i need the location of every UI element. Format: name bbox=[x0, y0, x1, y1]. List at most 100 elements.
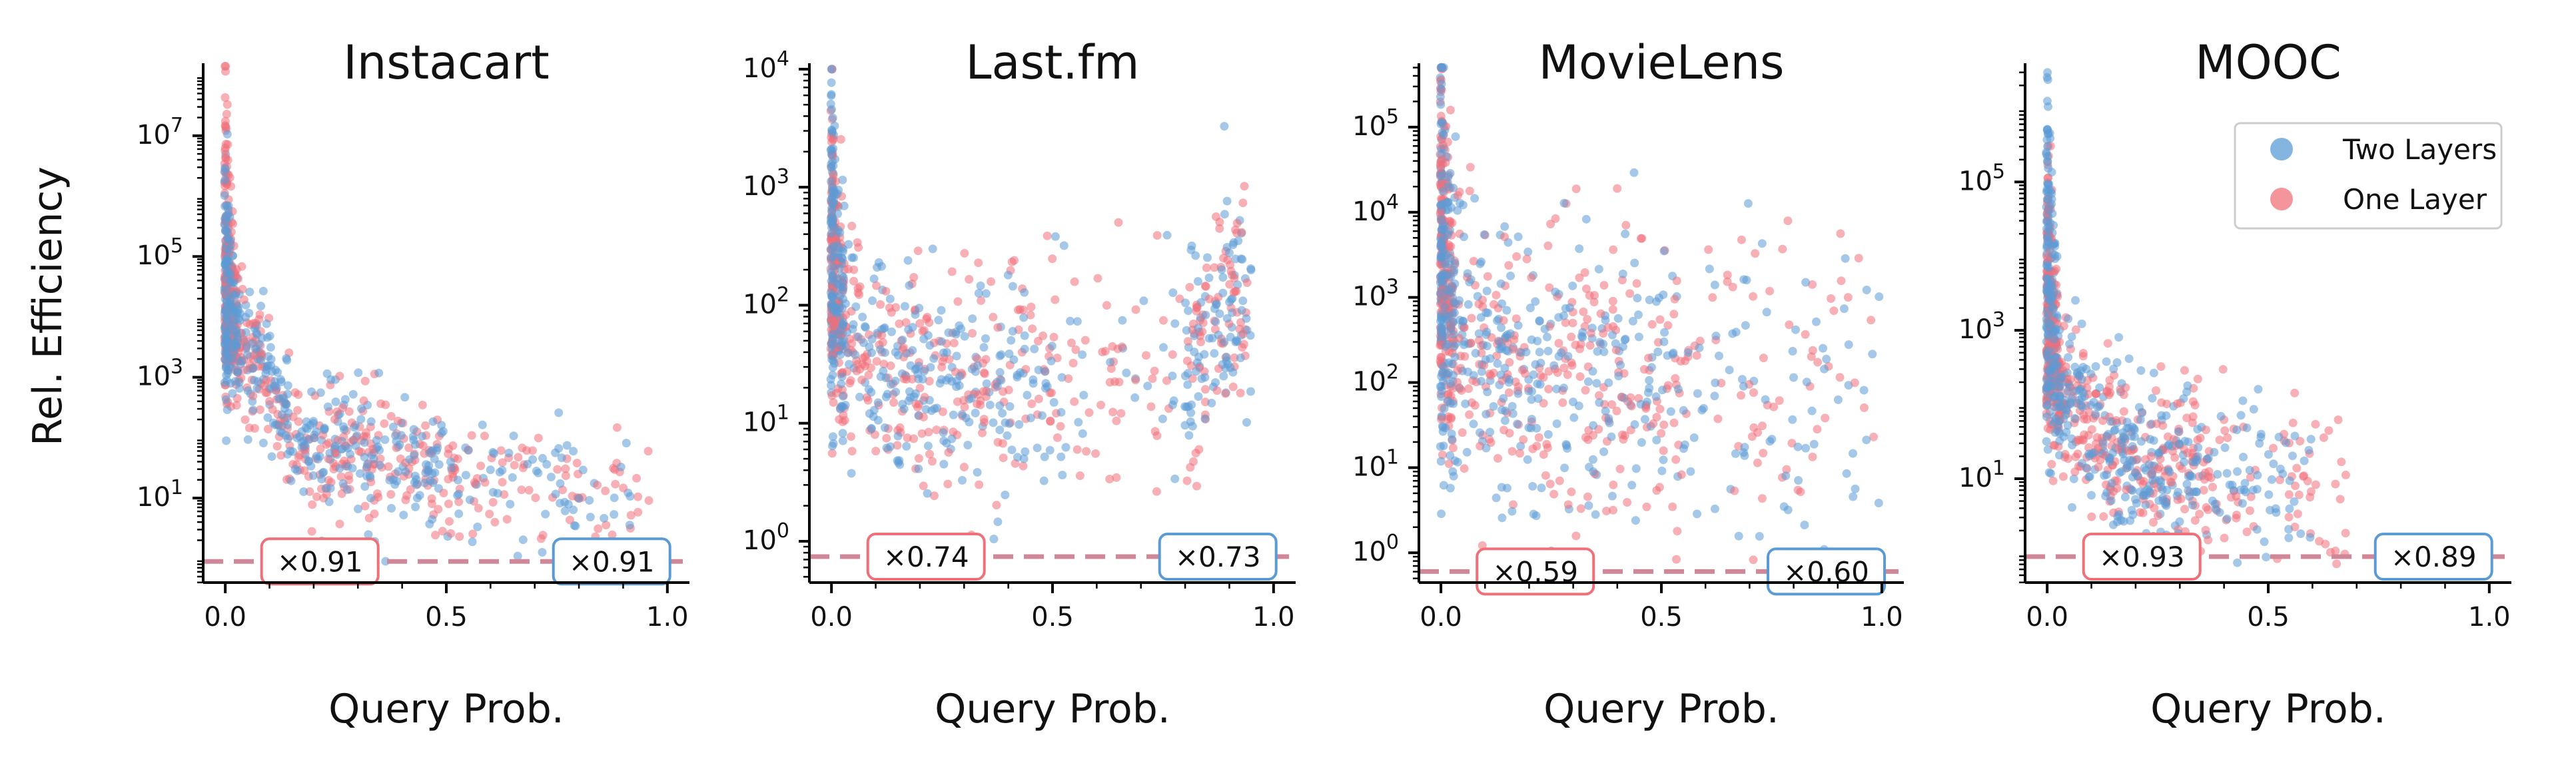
scatter-point bbox=[1471, 349, 1480, 358]
scatter-point bbox=[831, 306, 841, 315]
scatter-point bbox=[1444, 396, 1453, 405]
scatter-point bbox=[973, 467, 982, 477]
scatter-point bbox=[1476, 377, 1486, 386]
scatter-point bbox=[989, 418, 998, 427]
scatter-point bbox=[2156, 362, 2166, 371]
scatter-point bbox=[1246, 387, 1255, 396]
scatter-point bbox=[958, 475, 967, 485]
scatter-point bbox=[1533, 394, 1543, 403]
scatter-point bbox=[1515, 449, 1524, 458]
scatter-point bbox=[2174, 427, 2183, 436]
scatter-point bbox=[2264, 490, 2274, 499]
scatter-point bbox=[542, 459, 552, 469]
scatter-point bbox=[556, 479, 565, 488]
scatter-point bbox=[1498, 299, 1506, 308]
scatter-point bbox=[1608, 296, 1617, 306]
scatter-point bbox=[898, 336, 907, 344]
scatter-point bbox=[2336, 495, 2345, 504]
scatter-point bbox=[937, 337, 946, 346]
annotation-box bbox=[260, 537, 380, 586]
scatter-point bbox=[833, 274, 843, 284]
scatter-point bbox=[1652, 435, 1661, 445]
scatter-point bbox=[1221, 389, 1230, 398]
scatter-point bbox=[2153, 465, 2162, 473]
scatter-point bbox=[434, 505, 443, 514]
scatter-point bbox=[1184, 431, 1194, 440]
legend-marker bbox=[2270, 138, 2293, 160]
scatter-point bbox=[923, 331, 933, 340]
scatter-point bbox=[1131, 376, 1140, 385]
scatter-point bbox=[1505, 375, 1513, 384]
scatter-point bbox=[464, 445, 473, 455]
scatter-point bbox=[2341, 529, 2350, 538]
scatter-point bbox=[979, 368, 989, 378]
scatter-point bbox=[886, 442, 895, 451]
scatter-point bbox=[1466, 162, 1475, 172]
scatter-point bbox=[1534, 433, 1543, 442]
scatter-point bbox=[445, 517, 454, 526]
scatter-point bbox=[2246, 506, 2254, 515]
scatter-point bbox=[982, 386, 991, 395]
scatter-point bbox=[1601, 406, 1610, 415]
scatter-point bbox=[947, 267, 957, 276]
scatter-point bbox=[1450, 342, 1459, 351]
scatter-point bbox=[1061, 443, 1071, 452]
scatter-point bbox=[509, 431, 518, 441]
scatter-point bbox=[1788, 347, 1797, 356]
scatter-point bbox=[1731, 449, 1740, 458]
scatter-point bbox=[1162, 376, 1171, 385]
scatter-point bbox=[2154, 448, 2163, 457]
scatter-point bbox=[2174, 487, 2183, 497]
scatter-point bbox=[264, 425, 272, 433]
scatter-point bbox=[1073, 317, 1082, 326]
scatter-point bbox=[891, 387, 901, 397]
scatter-point bbox=[833, 226, 843, 235]
scatter-point bbox=[220, 93, 230, 102]
scatter-point bbox=[1215, 218, 1224, 226]
scatter-point bbox=[827, 125, 837, 134]
scatter-point bbox=[1493, 359, 1502, 368]
scatter-point bbox=[1436, 100, 1446, 109]
annotation-label: ×0.91 bbox=[277, 545, 363, 578]
scatter-point bbox=[478, 420, 487, 429]
scatter-point bbox=[965, 275, 974, 284]
scatter-point bbox=[1743, 199, 1753, 208]
scatter-point bbox=[1543, 241, 1553, 250]
scatter-point bbox=[222, 436, 231, 445]
scatter-point bbox=[2274, 432, 2284, 441]
scatter-point bbox=[939, 428, 948, 437]
scatter-point bbox=[400, 393, 410, 402]
scatter-point bbox=[1613, 184, 1622, 193]
scatter-point bbox=[953, 397, 962, 406]
scatter-point bbox=[1020, 288, 1029, 297]
scatter-point bbox=[220, 348, 230, 358]
scatter-point bbox=[546, 473, 556, 481]
scatter-point bbox=[286, 476, 296, 485]
scatter-point bbox=[1508, 345, 1517, 354]
scatter-point bbox=[911, 310, 920, 319]
scatter-point bbox=[506, 499, 515, 509]
scatter-point bbox=[2264, 450, 2273, 459]
scatter-point bbox=[1604, 378, 1613, 387]
scatter-point bbox=[2233, 467, 2242, 476]
scatter-point bbox=[2079, 410, 2088, 419]
scatter-point bbox=[1608, 305, 1617, 314]
scatter-point bbox=[1559, 364, 1569, 372]
scatter-point bbox=[981, 289, 991, 298]
scatter-point bbox=[1809, 439, 1819, 449]
scatter-point bbox=[828, 441, 837, 451]
scatter-point bbox=[1192, 367, 1201, 376]
scatter-point bbox=[1019, 306, 1028, 314]
scatter-point bbox=[1183, 380, 1192, 389]
scatter-point bbox=[1237, 306, 1246, 315]
scatter-point bbox=[302, 417, 311, 426]
scatter-point bbox=[2124, 354, 2134, 364]
scatter-point bbox=[373, 442, 382, 451]
scatter-point bbox=[1460, 464, 1469, 473]
scatter-point bbox=[844, 240, 853, 249]
scatter-point bbox=[960, 402, 969, 411]
scatter-point bbox=[265, 397, 274, 406]
scatter-point bbox=[1500, 222, 1509, 231]
scatter-point bbox=[838, 436, 847, 445]
scatter-point bbox=[1210, 263, 1219, 272]
